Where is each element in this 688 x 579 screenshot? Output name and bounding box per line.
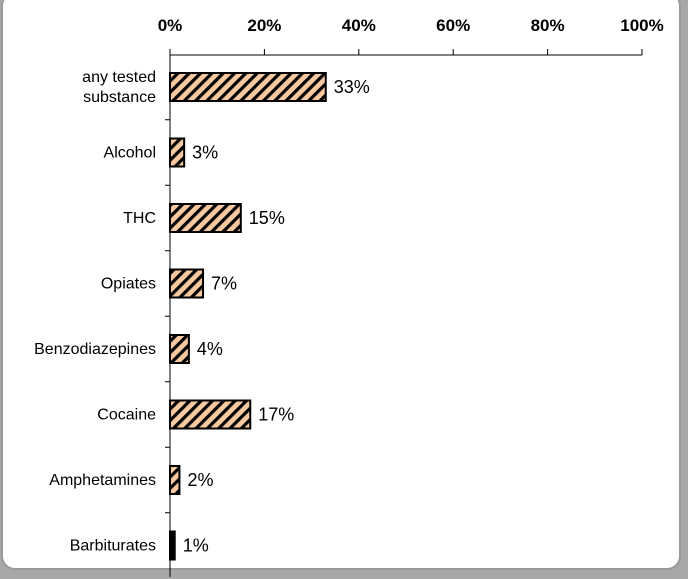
x-tick-label: 80% <box>531 16 565 35</box>
category-label: Barbiturates <box>70 538 156 555</box>
labels: 0% 20% 40% 60% 80% 100% any tested substance 33%… <box>34 16 664 556</box>
bar <box>169 203 242 233</box>
category-label: THC <box>123 210 156 227</box>
data-label: 33% <box>334 77 370 97</box>
x-tick-label: 0% <box>158 16 183 35</box>
category-label: Benzodiazepines <box>34 341 156 358</box>
bars <box>169 72 327 561</box>
bar <box>169 465 181 495</box>
x-tick-label: 60% <box>436 16 470 35</box>
data-label: 1% <box>183 536 209 556</box>
chart-frame <box>1 0 681 570</box>
category-label: Amphetamines <box>49 472 156 489</box>
bar <box>169 268 205 299</box>
data-label: 17% <box>258 405 294 425</box>
category-label: Alcohol <box>104 145 156 162</box>
x-tick-label: 40% <box>342 16 376 35</box>
data-label: 2% <box>187 470 213 490</box>
data-label: 15% <box>249 208 285 228</box>
data-label: 7% <box>211 274 237 294</box>
data-label: 4% <box>197 339 223 359</box>
category-label: Cocaine <box>97 407 156 424</box>
data-label: 3% <box>192 143 218 163</box>
x-tick-label: 20% <box>247 16 281 35</box>
x-tick-label: 100% <box>620 16 663 35</box>
bar <box>169 137 186 168</box>
bar <box>169 334 190 364</box>
bar <box>169 72 327 102</box>
category-label: any tested substance <box>82 69 156 106</box>
category-label: Opiates <box>101 276 156 293</box>
bar <box>169 399 252 430</box>
bar <box>169 530 176 561</box>
axes <box>165 49 643 577</box>
